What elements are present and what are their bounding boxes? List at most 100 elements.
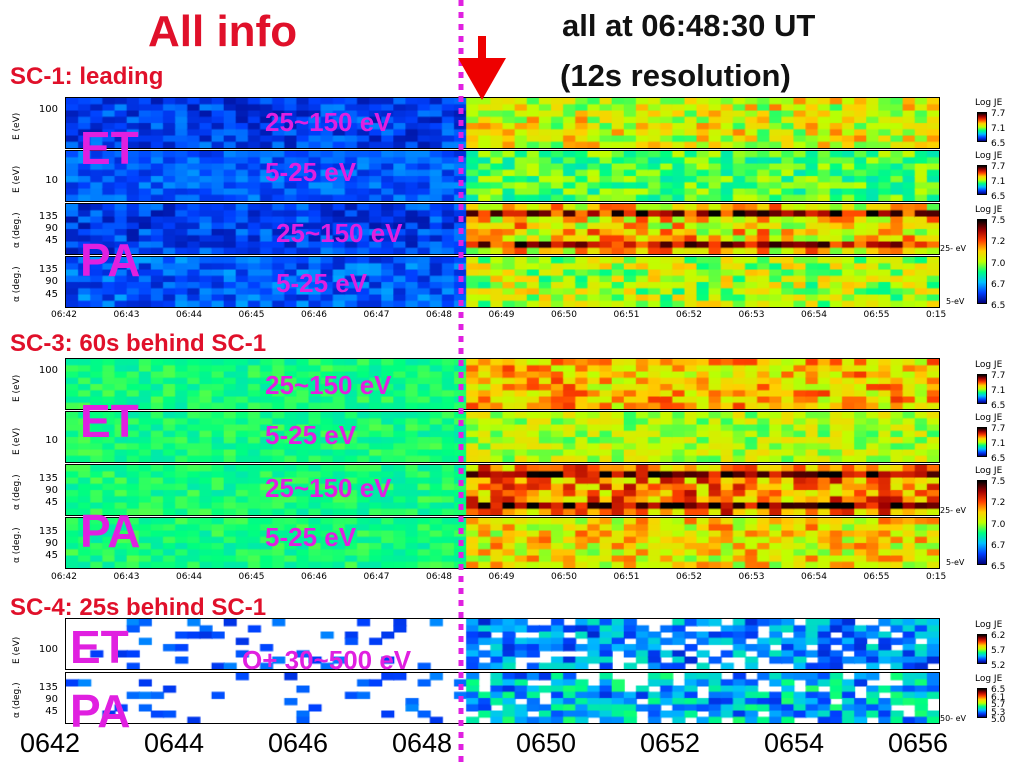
colorbar-value: 7.0 bbox=[991, 519, 1006, 530]
colorbar-value: 7.1 bbox=[991, 386, 1006, 396]
colorbar-value: 7.1 bbox=[991, 177, 1006, 187]
sc3-range-high-pa: 25~150 eV bbox=[265, 473, 392, 503]
ytick-45: 45 bbox=[45, 550, 58, 561]
colorbar-value: 6.5 bbox=[991, 139, 1006, 149]
colorbar bbox=[977, 165, 987, 195]
sc1-et-high-heatmap bbox=[66, 98, 939, 148]
sc3-range-low-pa: 5-25 eV bbox=[265, 522, 357, 552]
ytick-135: 135 bbox=[38, 211, 58, 222]
sc4-et-ylabel: E (eV) bbox=[12, 636, 22, 664]
right-mark-25: 25- eV bbox=[940, 244, 967, 253]
colorbar-value: 7.1 bbox=[991, 124, 1006, 134]
bottom-tick-label: 0644 bbox=[144, 728, 205, 758]
sc1-pa-high-ylabel: α (deg.) bbox=[12, 212, 22, 248]
sc3-range-high-et: 25~150 eV bbox=[265, 370, 392, 400]
colorbar-value: 6.5 bbox=[991, 685, 1006, 695]
sc4-pa-ylabel: α (deg.) bbox=[12, 682, 22, 718]
bottom-tick-label: 0652 bbox=[640, 728, 701, 758]
colorbar-value: 6.5 bbox=[991, 401, 1006, 411]
bottom-tick-label: 0656 bbox=[888, 728, 949, 758]
sc3-heading: SC-3: 60s behind SC-1 bbox=[10, 330, 267, 357]
right-mark-5: 5-eV bbox=[946, 558, 965, 567]
colorbar-value: 7.5 bbox=[991, 216, 1006, 226]
time-tick-label: 06:47 bbox=[363, 310, 390, 320]
colorbar-title: Log JE bbox=[975, 466, 1003, 476]
colorbar-value: 7.0 bbox=[991, 258, 1006, 269]
time-tick-label: 06:44 bbox=[176, 572, 202, 582]
sc1-heading: SC-1: leading bbox=[10, 63, 164, 90]
colorbar-value: 6.1 bbox=[991, 692, 1006, 703]
sc1-et-high-panel bbox=[65, 97, 940, 149]
sc1-et-low-heatmap bbox=[66, 151, 939, 201]
sc1-pa-low-panel bbox=[65, 256, 940, 308]
right-mark-25: 25- eV bbox=[940, 506, 967, 515]
time-tick-label: 06:48 bbox=[426, 310, 452, 320]
colorbar-title: Log JE bbox=[975, 98, 1003, 108]
colorbar-title: Log JE bbox=[975, 205, 1003, 215]
sc4-pa-label: PA bbox=[70, 685, 131, 737]
right-mark-5: 5-eV bbox=[946, 297, 965, 306]
time-tick-label: 06:54 bbox=[801, 572, 827, 582]
time-tick-label: 06:45 bbox=[238, 572, 265, 582]
time-note-line1: all at 06:48:30 UT bbox=[562, 8, 816, 43]
time-tick-label: 06:46 bbox=[301, 310, 327, 320]
time-tick-label: 06:49 bbox=[488, 572, 515, 582]
colorbar-title: Log JE bbox=[975, 674, 1003, 684]
ytick-135: 135 bbox=[38, 473, 58, 484]
time-tick-label: 06:45 bbox=[238, 310, 265, 320]
time-tick-label: 06:54 bbox=[801, 310, 827, 320]
ytick-100: 100 bbox=[38, 104, 58, 115]
colorbar-value: 5.2 bbox=[991, 661, 1006, 671]
sc1-pa-low-ylabel: α (deg.) bbox=[12, 266, 22, 302]
sc3-pa-low-ylabel: α (deg.) bbox=[12, 527, 22, 563]
ytick-135: 135 bbox=[38, 264, 58, 275]
colorbar bbox=[977, 688, 987, 718]
ytick-45: 45 bbox=[45, 289, 58, 300]
sc1-range-high-pa: 25~150 eV bbox=[276, 218, 403, 248]
ytick-90: 90 bbox=[45, 694, 58, 705]
colorbar-value: 6.5 bbox=[991, 562, 1006, 572]
colorbar-value: 6.7 bbox=[991, 540, 1006, 551]
time-tick-label: 0:15 bbox=[926, 310, 947, 320]
colorbar-value: 6.7 bbox=[991, 279, 1006, 290]
ytick-90: 90 bbox=[45, 276, 58, 287]
time-tick-label: 06:55 bbox=[863, 310, 890, 320]
colorbar-value: 5.3 bbox=[991, 707, 1006, 718]
ytick-100: 100 bbox=[38, 644, 58, 655]
time-note-line2: (12s resolution) bbox=[560, 58, 791, 93]
sc3-et-low-panel bbox=[65, 411, 940, 463]
time-tick-label: 06:53 bbox=[738, 310, 765, 320]
sc3-pa-label: PA bbox=[80, 505, 141, 557]
time-tick-label: 06:53 bbox=[738, 572, 765, 582]
sc1-et-low-panel bbox=[65, 150, 940, 202]
sc1-pa-label: PA bbox=[80, 234, 141, 286]
sc1-et-low-ylabel: E (eV) bbox=[12, 165, 22, 193]
sc1-pa-high-panel bbox=[65, 203, 940, 255]
time-tick-label: 06:42 bbox=[51, 572, 77, 582]
time-tick-label: 06:55 bbox=[863, 572, 890, 582]
colorbar bbox=[977, 374, 987, 404]
colorbar-value: 7.2 bbox=[991, 498, 1006, 509]
colorbar-value: 6.2 bbox=[991, 631, 1006, 641]
colorbar-value: 7.2 bbox=[991, 237, 1006, 248]
time-tick-label: 06:50 bbox=[551, 572, 577, 582]
sc3-pa-low-panel bbox=[65, 517, 940, 569]
colorbar-value: 7.7 bbox=[991, 424, 1006, 434]
ytick-45: 45 bbox=[45, 235, 58, 246]
colorbar bbox=[977, 480, 987, 565]
time-tick-label: 06:51 bbox=[613, 572, 640, 582]
sc3-pa-low-heatmap bbox=[66, 518, 939, 568]
colorbar-value: 6.5 bbox=[991, 454, 1006, 464]
sc4-et-label: ET bbox=[70, 621, 129, 673]
sc4-heading: SC-4: 25s behind SC-1 bbox=[10, 594, 267, 621]
time-tick-label: 06:49 bbox=[488, 310, 515, 320]
colorbar-title: Log JE bbox=[975, 360, 1003, 370]
colorbar-value: 7.1 bbox=[991, 439, 1006, 449]
ytick-10: 10 bbox=[45, 175, 58, 186]
time-tick-label: 06:50 bbox=[551, 310, 577, 320]
time-tick-label: 06:48 bbox=[426, 572, 452, 582]
time-tick-label: 0:15 bbox=[926, 572, 947, 582]
colorbar-value: 7.5 bbox=[991, 477, 1006, 487]
sc4-pa-panel bbox=[65, 672, 940, 724]
sc4-et-heatmap bbox=[66, 619, 939, 669]
